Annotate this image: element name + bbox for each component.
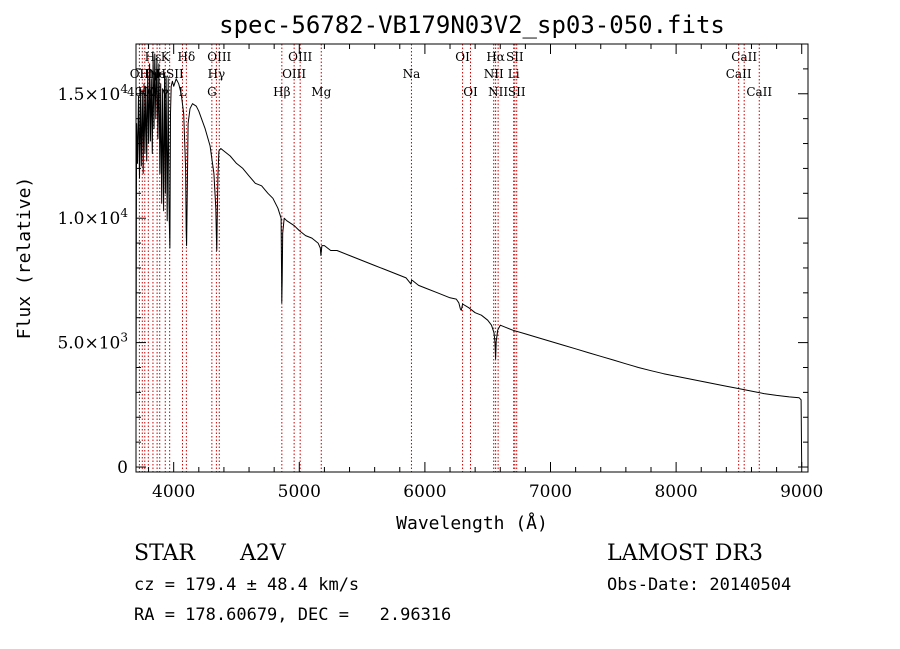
x-tick-label: 8000: [654, 482, 697, 502]
emission-line-labels: OII4000HiHηHεNeHγKHSIILHδGHγOIIIHβOIIIOI…: [127, 50, 772, 99]
survey-name: LAMOST DR3: [607, 541, 763, 566]
emission-line-markers: [138, 44, 760, 472]
line-marker-label: Na: [403, 67, 421, 81]
line-marker-label: G: [207, 85, 217, 99]
redshift-velocity: cz = 179.4 ± 48.4 km/s: [134, 575, 359, 595]
x-tick-label: 4000: [152, 482, 195, 502]
observation-date: Obs-Date: 20140504: [607, 575, 791, 595]
line-marker-label: SII: [506, 50, 524, 64]
x-axis-label: Wavelength (Å): [396, 512, 548, 534]
line-marker-label: K: [161, 50, 171, 64]
line-marker-label: OIII: [207, 50, 231, 64]
line-marker-label: NII: [488, 85, 508, 99]
plot-frame: [135, 43, 809, 473]
chart-title: spec-56782-VB179N03V2_sp03-050.fits: [219, 11, 725, 39]
x-axis-ticks: 4000 5000 6000 7000 8000 9000: [148, 44, 823, 502]
y-tick-label: 1.0×104: [57, 206, 128, 229]
line-marker-label: OII: [130, 67, 150, 81]
x-tick-label: 7000: [529, 482, 572, 502]
line-marker-label: CaII: [746, 85, 772, 99]
line-marker-label: OI: [455, 50, 470, 64]
spectrum-line: [135, 53, 803, 468]
x-tick-label: 6000: [403, 482, 446, 502]
line-marker-label: Hβ: [273, 85, 290, 99]
line-marker-label: CaII: [731, 50, 757, 64]
line-marker-label: NII: [484, 67, 504, 81]
line-marker-label: Hα: [486, 50, 505, 64]
coordinates: RA = 178.60679, DEC = 2.96316: [134, 605, 451, 625]
x-tick-label: 5000: [278, 482, 321, 502]
line-marker-label: Mg: [311, 85, 331, 99]
y-axis-ticks: 0 5.0×103 1.0×104 1.5×104: [57, 68, 808, 478]
line-marker-label: Hγ: [208, 67, 226, 81]
line-marker-label: OIII: [288, 50, 312, 64]
line-marker-label: OIII: [282, 67, 306, 81]
object-class: STAR: [134, 541, 196, 566]
line-marker-label: Hi: [138, 85, 152, 99]
line-marker-label: SII: [508, 85, 526, 99]
line-marker-label: HSII: [156, 67, 184, 81]
line-marker-label: CaII: [726, 67, 752, 81]
spectral-subclass: A2V: [239, 541, 287, 566]
y-axis-label: Flux (relative): [14, 177, 35, 340]
line-marker-label: OI: [463, 85, 478, 99]
line-marker-label: Hδ: [178, 50, 196, 64]
y-tick-label: 5.0×103: [57, 331, 128, 354]
y-tick-label: 1.5×104: [57, 82, 128, 105]
x-tick-label: 9000: [780, 482, 823, 502]
y-tick-label: 0: [117, 458, 128, 478]
line-marker-label: Li: [508, 67, 520, 81]
line-marker-label: L: [178, 85, 186, 99]
